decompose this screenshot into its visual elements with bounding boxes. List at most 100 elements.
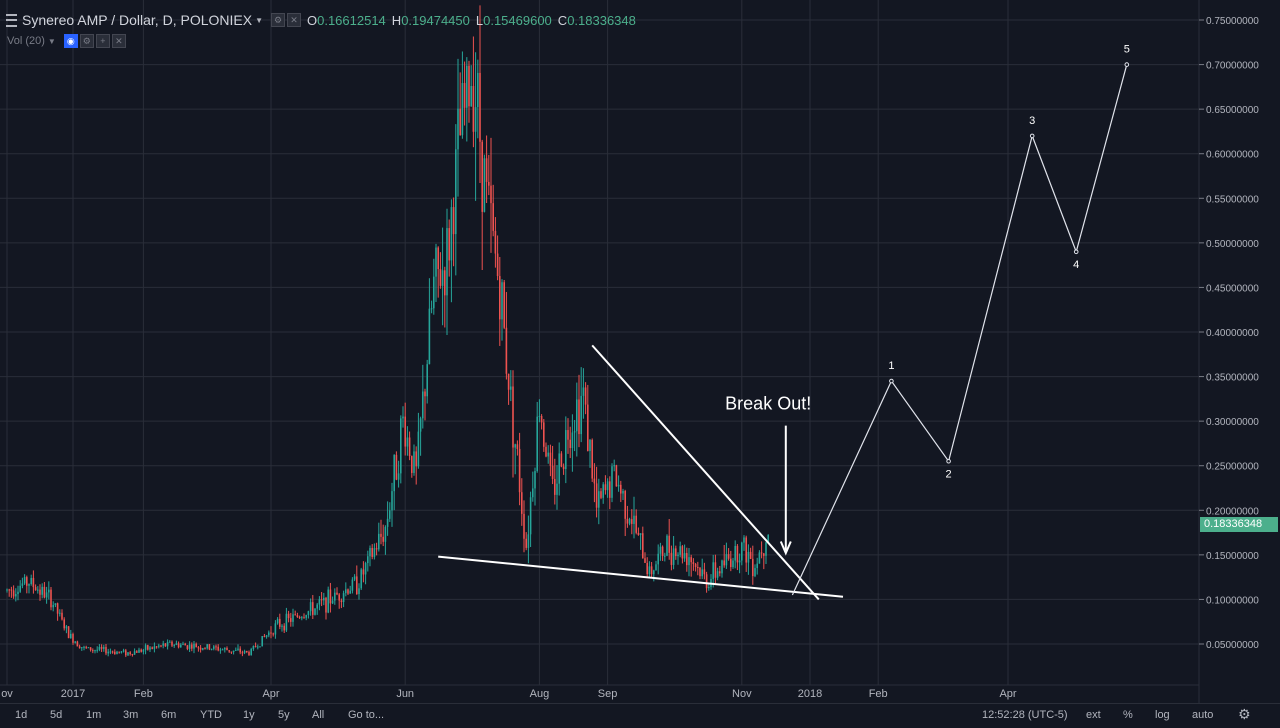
candle — [54, 603, 57, 608]
candle — [606, 478, 609, 498]
candle — [116, 650, 118, 655]
candle — [703, 562, 706, 580]
candle — [417, 412, 420, 469]
candle — [395, 451, 398, 481]
candle — [593, 463, 596, 503]
timeframe-1d[interactable]: 1d — [15, 709, 28, 721]
wave-label: 2 — [946, 468, 952, 480]
log-scale-toggle[interactable]: log — [1155, 709, 1170, 721]
candle — [45, 586, 48, 604]
candle — [428, 278, 431, 365]
time-axis[interactable]: ov 2017 Feb Apr Jun Aug Sep Nov 2018 Feb Apr — [1, 688, 1017, 700]
timeframe-5y[interactable]: 5y — [278, 709, 290, 721]
candle — [197, 646, 200, 652]
timeframe-1y[interactable]: 1y — [243, 709, 255, 721]
candle — [180, 643, 182, 648]
candle — [349, 585, 351, 594]
y-tick-label: 0.10000000 — [1206, 595, 1259, 606]
candle — [521, 478, 523, 526]
candle — [560, 451, 563, 468]
candle — [690, 554, 692, 577]
open-value: 0.16612514 — [317, 12, 386, 28]
candle — [89, 647, 92, 652]
chevron-down-icon[interactable]: ▼ — [47, 36, 56, 46]
candle — [435, 243, 437, 303]
candle — [525, 532, 527, 551]
candle — [536, 401, 538, 473]
candle — [540, 414, 543, 430]
settings-square-icon[interactable]: ⚙ — [270, 13, 285, 27]
extended-hours-toggle[interactable]: ext — [1086, 709, 1101, 721]
candle — [545, 442, 547, 458]
timeframe-all[interactable]: All — [312, 709, 325, 721]
candle — [694, 562, 697, 572]
price-axis[interactable]: 0.75000000 0.70000000 0.65000000 0.60000000… — [1199, 16, 1259, 651]
timeframe-ytd[interactable]: YTD — [200, 709, 222, 721]
timeframe-1m[interactable]: 1m — [86, 709, 102, 721]
candle — [503, 279, 505, 330]
candle — [756, 557, 758, 575]
candle — [325, 596, 327, 620]
candle — [556, 465, 558, 510]
gear-icon[interactable]: ⚙ — [1238, 706, 1251, 722]
candle — [173, 644, 175, 648]
hamburger-icon[interactable] — [6, 13, 17, 27]
candle — [639, 533, 642, 550]
candle — [78, 644, 81, 649]
auto-scale-toggle[interactable]: auto — [1192, 709, 1214, 721]
candle — [254, 642, 257, 648]
candle — [131, 653, 134, 657]
candle — [472, 36, 475, 148]
clock-display[interactable]: 12:52:28 (UTC-5) — [982, 709, 1068, 721]
x-tick-label: Nov — [732, 688, 752, 700]
candle — [738, 553, 741, 574]
candle — [637, 527, 640, 536]
candle — [237, 644, 239, 651]
candle — [646, 557, 648, 578]
candle — [677, 552, 679, 565]
candle — [571, 414, 574, 472]
percent-scale-toggle[interactable]: % — [1123, 709, 1133, 721]
candle — [523, 500, 525, 553]
candle — [573, 420, 576, 452]
candle — [285, 607, 288, 633]
candle — [710, 574, 712, 590]
wave-label: 4 — [1073, 259, 1079, 271]
plus-icon[interactable]: + — [95, 34, 110, 48]
eye-icon[interactable]: ◉ — [63, 34, 78, 48]
chevron-down-icon[interactable]: ▼ — [255, 15, 263, 25]
price-chart[interactable]: Break Out! 1 2 3 4 5 0.75000000 0.70000000 0.65… — [0, 0, 1280, 703]
candle — [657, 544, 659, 575]
y-tick-label: 0.35000000 — [1206, 373, 1259, 384]
candle — [144, 643, 147, 655]
wave-point — [1124, 62, 1130, 67]
candle — [679, 541, 681, 558]
candle — [716, 567, 719, 581]
settings-icon[interactable]: ⚙ — [79, 34, 94, 48]
symbol-title[interactable]: Synereo AMP / Dollar, D, POLONIEX — [22, 12, 253, 28]
volume-indicator-label[interactable]: Vol (20) — [7, 35, 45, 47]
close-square-icon[interactable]: ✕ — [286, 13, 301, 27]
candle — [534, 467, 536, 506]
candle — [272, 632, 274, 637]
candle — [351, 577, 354, 594]
candle — [228, 650, 230, 653]
candle — [474, 52, 477, 201]
candle — [48, 581, 50, 600]
candle — [175, 640, 178, 646]
candle — [595, 466, 598, 518]
goto-date-button[interactable]: Go to... — [348, 709, 385, 721]
timeframe-5d[interactable]: 5d — [50, 709, 63, 721]
close-icon[interactable]: ✕ — [111, 34, 126, 48]
candle — [666, 534, 668, 557]
candle — [21, 577, 24, 589]
candle — [714, 554, 717, 585]
candle — [356, 565, 358, 595]
candle — [147, 644, 149, 651]
candle — [620, 480, 622, 503]
candle — [400, 415, 402, 484]
chart-legend: Synereo AMP / Dollar, D, POLONIEX ▼ ⚙ ✕ … — [6, 11, 638, 29]
timeframe-6m[interactable]: 6m — [161, 709, 177, 721]
timeframe-3m[interactable]: 3m — [123, 709, 139, 721]
candle — [301, 616, 303, 621]
